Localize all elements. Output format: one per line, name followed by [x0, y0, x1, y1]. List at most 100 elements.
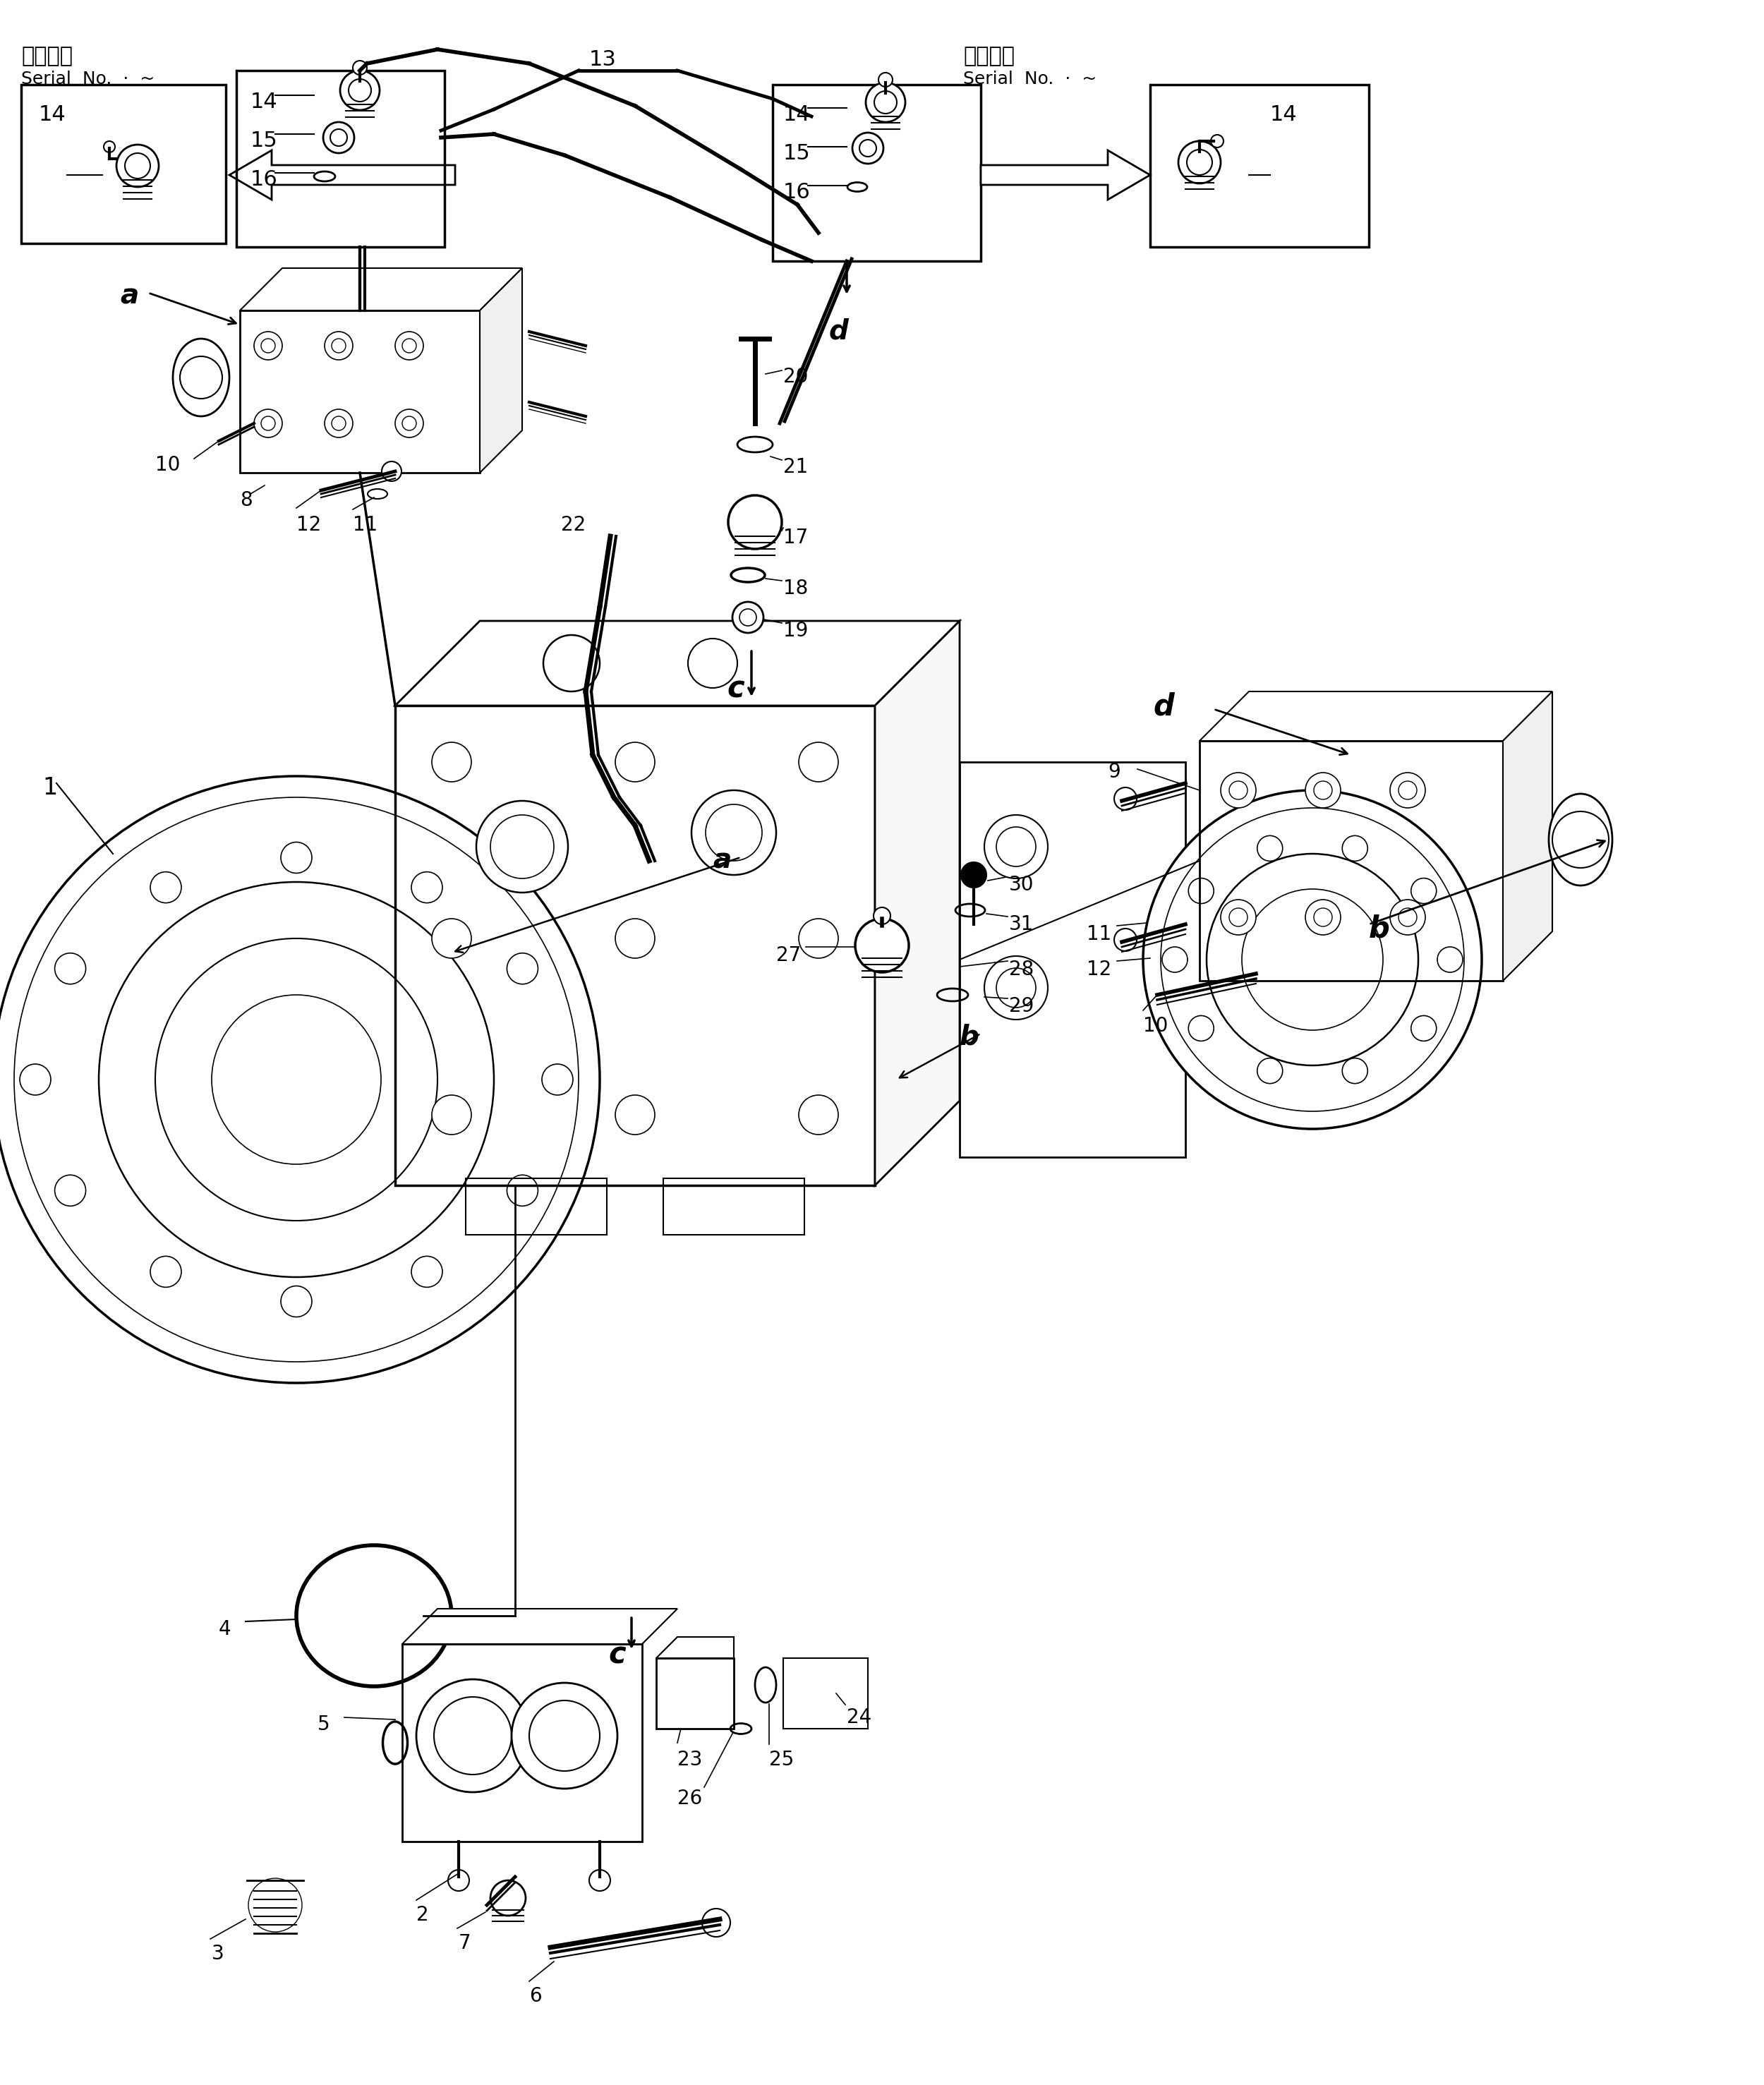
- Circle shape: [490, 815, 554, 878]
- Circle shape: [961, 863, 986, 888]
- Text: d: d: [1154, 692, 1175, 721]
- Text: 17: 17: [783, 528, 808, 548]
- Text: 9: 9: [1108, 761, 1120, 782]
- Text: 14: 14: [1270, 104, 1297, 125]
- Circle shape: [340, 71, 379, 111]
- Text: 26: 26: [677, 1789, 702, 1808]
- Text: 23: 23: [677, 1749, 702, 1770]
- Circle shape: [1399, 909, 1416, 926]
- Circle shape: [99, 882, 494, 1278]
- Circle shape: [984, 815, 1048, 878]
- Circle shape: [1178, 142, 1221, 183]
- Text: 15: 15: [783, 144, 810, 165]
- Circle shape: [1390, 899, 1425, 934]
- Text: 22: 22: [561, 515, 586, 536]
- Circle shape: [476, 801, 568, 892]
- Circle shape: [589, 1870, 610, 1891]
- Circle shape: [1221, 774, 1256, 807]
- Circle shape: [448, 1870, 469, 1891]
- Circle shape: [1162, 947, 1187, 972]
- Circle shape: [1342, 1057, 1367, 1084]
- Circle shape: [1187, 150, 1212, 175]
- Circle shape: [432, 919, 471, 959]
- Circle shape: [1305, 899, 1341, 934]
- Ellipse shape: [173, 338, 229, 417]
- Circle shape: [1314, 909, 1332, 926]
- Bar: [395, 705, 875, 1186]
- Bar: [773, 85, 981, 261]
- Bar: [663, 1178, 804, 1234]
- Circle shape: [280, 1286, 312, 1318]
- Text: 5: 5: [318, 1714, 330, 1735]
- Text: a: a: [713, 847, 732, 874]
- Text: b: b: [960, 1024, 979, 1051]
- Bar: [466, 1178, 607, 1234]
- Bar: [240, 311, 480, 473]
- Polygon shape: [395, 621, 960, 705]
- Circle shape: [1161, 807, 1464, 1111]
- Circle shape: [799, 742, 838, 782]
- Text: 8: 8: [240, 490, 252, 511]
- Text: 14: 14: [783, 104, 810, 125]
- Circle shape: [349, 79, 370, 102]
- Bar: [236, 71, 445, 246]
- Circle shape: [323, 123, 355, 152]
- Text: 1: 1: [42, 776, 58, 799]
- Text: a: a: [120, 281, 139, 309]
- Circle shape: [875, 92, 896, 113]
- Circle shape: [1143, 790, 1482, 1128]
- Circle shape: [254, 409, 282, 438]
- Polygon shape: [960, 761, 1185, 1157]
- Text: 6: 6: [529, 1987, 542, 2006]
- Polygon shape: [656, 1637, 734, 1658]
- Text: 12: 12: [1087, 959, 1111, 980]
- Circle shape: [878, 73, 893, 88]
- Polygon shape: [240, 269, 522, 311]
- Text: 27: 27: [776, 945, 801, 965]
- Circle shape: [702, 1908, 730, 1937]
- Text: 7: 7: [459, 1933, 471, 1954]
- Circle shape: [997, 828, 1035, 867]
- Circle shape: [180, 357, 222, 398]
- Circle shape: [1390, 774, 1425, 807]
- Text: 25: 25: [769, 1749, 794, 1770]
- Text: 14: 14: [39, 104, 67, 125]
- Text: d: d: [829, 317, 848, 344]
- Circle shape: [104, 142, 115, 152]
- Text: 19: 19: [783, 621, 808, 640]
- Circle shape: [1342, 836, 1367, 861]
- Circle shape: [1399, 782, 1416, 799]
- Circle shape: [1189, 1015, 1214, 1040]
- Circle shape: [512, 1683, 617, 1789]
- Text: 28: 28: [1009, 959, 1034, 980]
- Circle shape: [616, 919, 654, 959]
- Circle shape: [732, 603, 764, 634]
- Circle shape: [55, 953, 86, 984]
- Circle shape: [332, 417, 346, 430]
- Circle shape: [506, 953, 538, 984]
- Circle shape: [691, 790, 776, 876]
- Circle shape: [1230, 782, 1247, 799]
- Circle shape: [280, 842, 312, 874]
- Circle shape: [402, 338, 416, 352]
- Text: 18: 18: [783, 578, 808, 598]
- Circle shape: [616, 1095, 654, 1134]
- Circle shape: [261, 338, 275, 352]
- Circle shape: [799, 919, 838, 959]
- Text: 適用号機: 適用号機: [963, 46, 1014, 67]
- Circle shape: [543, 636, 600, 692]
- Circle shape: [155, 938, 437, 1220]
- Bar: [1150, 85, 1369, 246]
- Circle shape: [325, 409, 353, 438]
- Bar: [402, 1643, 642, 1841]
- Text: 2: 2: [416, 1906, 429, 1924]
- Circle shape: [859, 140, 877, 156]
- Text: c: c: [727, 673, 744, 703]
- Ellipse shape: [1549, 794, 1612, 886]
- Circle shape: [1305, 774, 1341, 807]
- Circle shape: [1411, 878, 1436, 903]
- Circle shape: [506, 1176, 538, 1205]
- Circle shape: [866, 83, 905, 123]
- Text: Serial  No.  ·  ~: Serial No. · ~: [963, 71, 1097, 88]
- Circle shape: [997, 967, 1035, 1007]
